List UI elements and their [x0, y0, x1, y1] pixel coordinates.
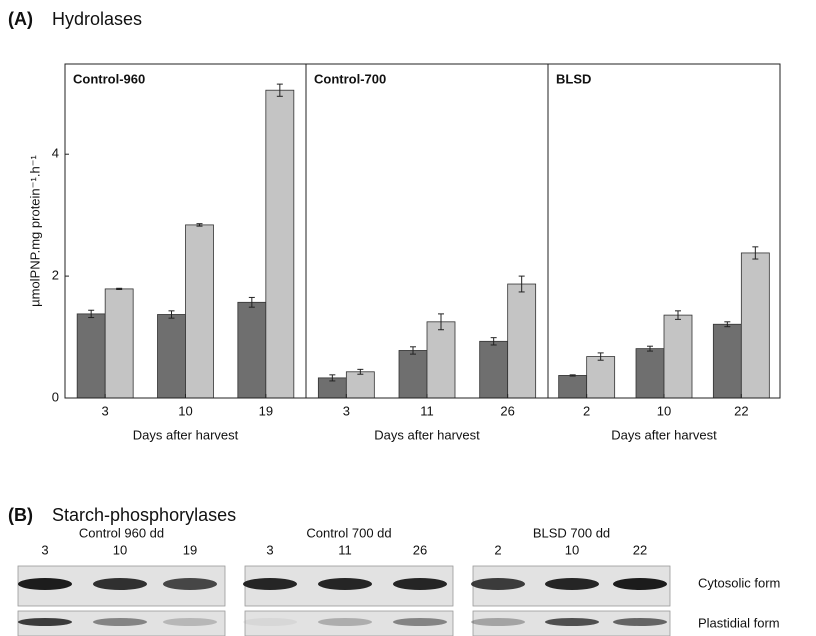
lane-label: 19: [183, 542, 197, 557]
gel-band: [18, 578, 72, 590]
x-tick-label: 3: [343, 403, 350, 418]
gel-band: [545, 578, 599, 590]
bar: [559, 375, 587, 398]
bar: [346, 372, 374, 398]
bar: [105, 289, 133, 398]
bar: [399, 350, 427, 398]
gel-band: [393, 578, 447, 590]
gel-band: [243, 618, 297, 626]
subplot-title: BLSD: [556, 71, 591, 86]
x-tick-label: 2: [583, 403, 590, 418]
gel-band: [18, 618, 72, 626]
panel-label: (A): [8, 9, 33, 29]
gel-band: [93, 578, 147, 590]
gel-row-label: Plastidial form: [698, 615, 780, 630]
bar: [664, 315, 692, 398]
x-tick-label: 10: [657, 403, 671, 418]
bar: [713, 324, 741, 398]
x-tick-label: 26: [500, 403, 514, 418]
lane-label: 10: [565, 542, 579, 557]
gel-band: [393, 618, 447, 626]
gel-band: [163, 578, 217, 590]
subplot-title: Control-960: [73, 71, 145, 86]
lane-label: 11: [338, 542, 352, 557]
x-tick-label: 11: [420, 403, 434, 418]
x-axis-label: Days after harvest: [133, 427, 239, 442]
gel-band: [545, 618, 599, 626]
bar: [186, 225, 214, 398]
gel-band: [471, 618, 525, 626]
lane-label: 26: [413, 542, 427, 557]
bar: [636, 349, 664, 398]
x-tick-label: 22: [734, 403, 748, 418]
bar: [238, 302, 266, 398]
gel-group-title: Control 960 dd: [79, 525, 164, 540]
gel-band: [318, 578, 372, 590]
bar: [427, 322, 455, 398]
gel-group-title: BLSD 700 dd: [533, 525, 610, 540]
gel-row-label: Cytosolic form: [698, 575, 780, 590]
x-axis-label: Days after harvest: [611, 427, 717, 442]
x-tick-label: 10: [178, 403, 192, 418]
y-axis-label: µmolPNP.mg protein⁻¹.h⁻¹: [27, 154, 42, 306]
panel-label: (B): [8, 505, 33, 525]
figure: (A) Hydrolases (B) Starch-phosphorylases…: [0, 0, 816, 636]
bar: [266, 90, 294, 398]
y-tick-label: 4: [52, 146, 59, 161]
gel-band: [93, 618, 147, 626]
panel-title: Hydrolases: [52, 9, 142, 29]
bar: [158, 315, 186, 399]
lane-label: 10: [113, 542, 127, 557]
bar: [741, 253, 769, 398]
gel-band: [163, 618, 217, 626]
gel-band: [471, 578, 525, 590]
lane-label: 22: [633, 542, 647, 557]
panel-title: Starch-phosphorylases: [52, 505, 236, 525]
gel-band: [613, 618, 667, 626]
subplot-title: Control-700: [314, 71, 386, 86]
bar: [587, 357, 615, 398]
x-axis-label: Days after harvest: [374, 427, 480, 442]
x-tick-label: 19: [259, 403, 273, 418]
x-tick-label: 3: [102, 403, 109, 418]
gel-band: [318, 618, 372, 626]
gel-band: [613, 578, 667, 590]
bar: [508, 284, 536, 398]
gel-group-title: Control 700 dd: [306, 525, 391, 540]
y-tick-label: 0: [52, 389, 59, 404]
y-tick-label: 2: [52, 268, 59, 283]
lane-label: 3: [41, 542, 48, 557]
lane-label: 3: [266, 542, 273, 557]
bar: [480, 341, 508, 398]
bar: [77, 314, 105, 398]
gel-band: [243, 578, 297, 590]
lane-label: 2: [494, 542, 501, 557]
